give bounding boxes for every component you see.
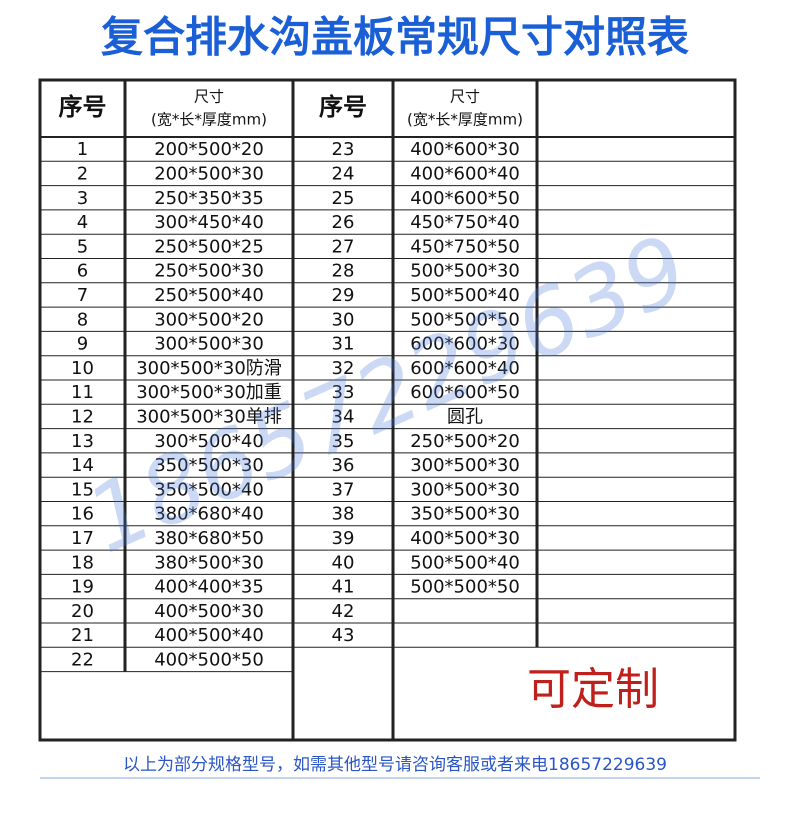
row-size: 350*500*40 — [154, 479, 264, 500]
row-size: 400*600*40 — [410, 163, 520, 184]
row-number: 33 — [332, 382, 355, 403]
row-number: 9 — [77, 334, 88, 355]
col-header-unit: (宽*长*厚度mm) — [407, 111, 523, 129]
row-number: 5 — [77, 236, 88, 257]
row-size: 200*500*20 — [154, 139, 264, 160]
row-number: 43 — [332, 625, 355, 646]
row-size: 300*500*30防滑 — [136, 358, 282, 379]
row-size: 400*400*35 — [154, 577, 264, 598]
row-size: 400*500*50 — [154, 649, 264, 670]
row-size: 250*350*35 — [154, 188, 264, 209]
footer-note: 以上为部分规格型号，如需其他型号请咨询客服或者来电18657229639 — [123, 755, 667, 775]
row-size: 350*500*30 — [410, 504, 520, 525]
row-size: 250*500*40 — [154, 285, 264, 306]
row-size: 500*500*50 — [410, 577, 520, 598]
row-number: 6 — [77, 261, 88, 282]
row-size: 250*500*25 — [154, 236, 264, 257]
col-header-no: 序号 — [59, 93, 107, 121]
row-number: 42 — [332, 601, 355, 622]
row-number: 13 — [71, 431, 94, 452]
row-size: 600*600*30 — [410, 334, 520, 355]
row-number: 18 — [71, 552, 94, 573]
row-size: 圆孔 — [447, 406, 483, 427]
row-size: 400*500*40 — [154, 625, 264, 646]
row-size: 600*600*50 — [410, 382, 520, 403]
row-size: 300*500*30加重 — [136, 382, 282, 403]
row-number: 10 — [71, 358, 94, 379]
row-number: 7 — [77, 285, 88, 306]
row-size: 500*500*40 — [410, 552, 520, 573]
row-number: 1 — [77, 139, 88, 160]
row-number: 4 — [77, 212, 88, 233]
row-size: 380*680*50 — [154, 528, 264, 549]
col-header-unit: (宽*长*厚度mm) — [151, 111, 267, 129]
row-number: 29 — [332, 285, 355, 306]
row-size: 380*500*30 — [154, 552, 264, 573]
row-number: 8 — [77, 309, 88, 330]
row-size: 200*500*30 — [154, 163, 264, 184]
row-size: 400*600*50 — [410, 188, 520, 209]
row-size: 400*600*30 — [410, 139, 520, 160]
row-size: 600*600*40 — [410, 358, 520, 379]
row-size: 250*500*20 — [410, 431, 520, 452]
row-number: 26 — [332, 212, 355, 233]
row-number: 22 — [71, 649, 94, 670]
col-header-size: 尺寸 — [450, 88, 480, 106]
row-size: 500*500*40 — [410, 285, 520, 306]
row-size: 300*500*30单排 — [136, 406, 282, 427]
row-size: 350*500*30 — [154, 455, 264, 476]
row-number: 39 — [332, 528, 355, 549]
row-size: 450*750*50 — [410, 236, 520, 257]
row-number: 34 — [332, 406, 355, 427]
row-number: 30 — [332, 309, 355, 330]
row-size: 450*750*40 — [410, 212, 520, 233]
row-number: 41 — [332, 577, 355, 598]
row-size: 300*500*30 — [410, 479, 520, 500]
row-number: 27 — [332, 236, 355, 257]
row-size: 500*500*30 — [410, 261, 520, 282]
row-number: 28 — [332, 261, 355, 282]
row-number: 17 — [71, 528, 94, 549]
table-border — [38, 78, 737, 742]
row-size: 300*450*40 — [154, 212, 264, 233]
row-size: 300*500*30 — [410, 455, 520, 476]
row-number: 24 — [332, 163, 355, 184]
row-size: 300*500*20 — [154, 309, 264, 330]
row-size: 250*500*30 — [154, 261, 264, 282]
custom-label: 可定制 — [527, 664, 659, 715]
row-number: 21 — [71, 625, 94, 646]
row-number: 20 — [71, 601, 94, 622]
row-size: 500*500*50 — [410, 309, 520, 330]
row-number: 15 — [71, 479, 94, 500]
row-number: 3 — [77, 188, 88, 209]
row-number: 2 — [77, 163, 88, 184]
col-header-size: 尺寸 — [194, 88, 224, 106]
row-number: 40 — [332, 552, 355, 573]
row-number: 16 — [71, 504, 94, 525]
row-size: 380*680*40 — [154, 504, 264, 525]
row-number: 36 — [332, 455, 355, 476]
row-number: 25 — [332, 188, 355, 209]
row-number: 11 — [71, 382, 94, 403]
row-number: 19 — [71, 577, 94, 598]
col-header-no: 序号 — [319, 93, 367, 121]
row-number: 37 — [332, 479, 355, 500]
row-number: 14 — [71, 455, 94, 476]
row-size: 300*500*30 — [154, 334, 264, 355]
row-number: 12 — [71, 406, 94, 427]
row-size: 300*500*40 — [154, 431, 264, 452]
row-number: 35 — [332, 431, 355, 452]
row-size: 400*500*30 — [410, 528, 520, 549]
title: 复合排水沟盖板常规尺寸对照表 — [101, 13, 689, 62]
row-number: 31 — [332, 334, 355, 355]
row-number: 38 — [332, 504, 355, 525]
row-number: 32 — [332, 358, 355, 379]
row-number: 23 — [332, 139, 355, 160]
row-size: 400*500*30 — [154, 601, 264, 622]
